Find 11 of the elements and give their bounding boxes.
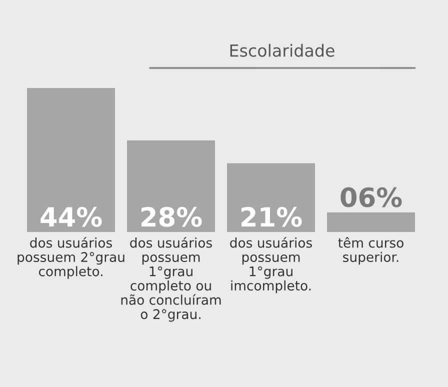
bar [327, 212, 415, 232]
data-label: 21% [242, 206, 302, 227]
data-label: 44% [40, 206, 102, 227]
x-tick-label: têm curso superior. [338, 237, 404, 265]
bar [227, 163, 315, 232]
bar [27, 88, 115, 232]
x-tick-label: dos usuários possuem 1°grau imcompleto. [230, 237, 312, 294]
bar [127, 140, 215, 232]
chart-title: Escolaridade [230, 44, 334, 57]
data-label: 06% [340, 187, 402, 208]
data-label: 28% [142, 206, 202, 227]
